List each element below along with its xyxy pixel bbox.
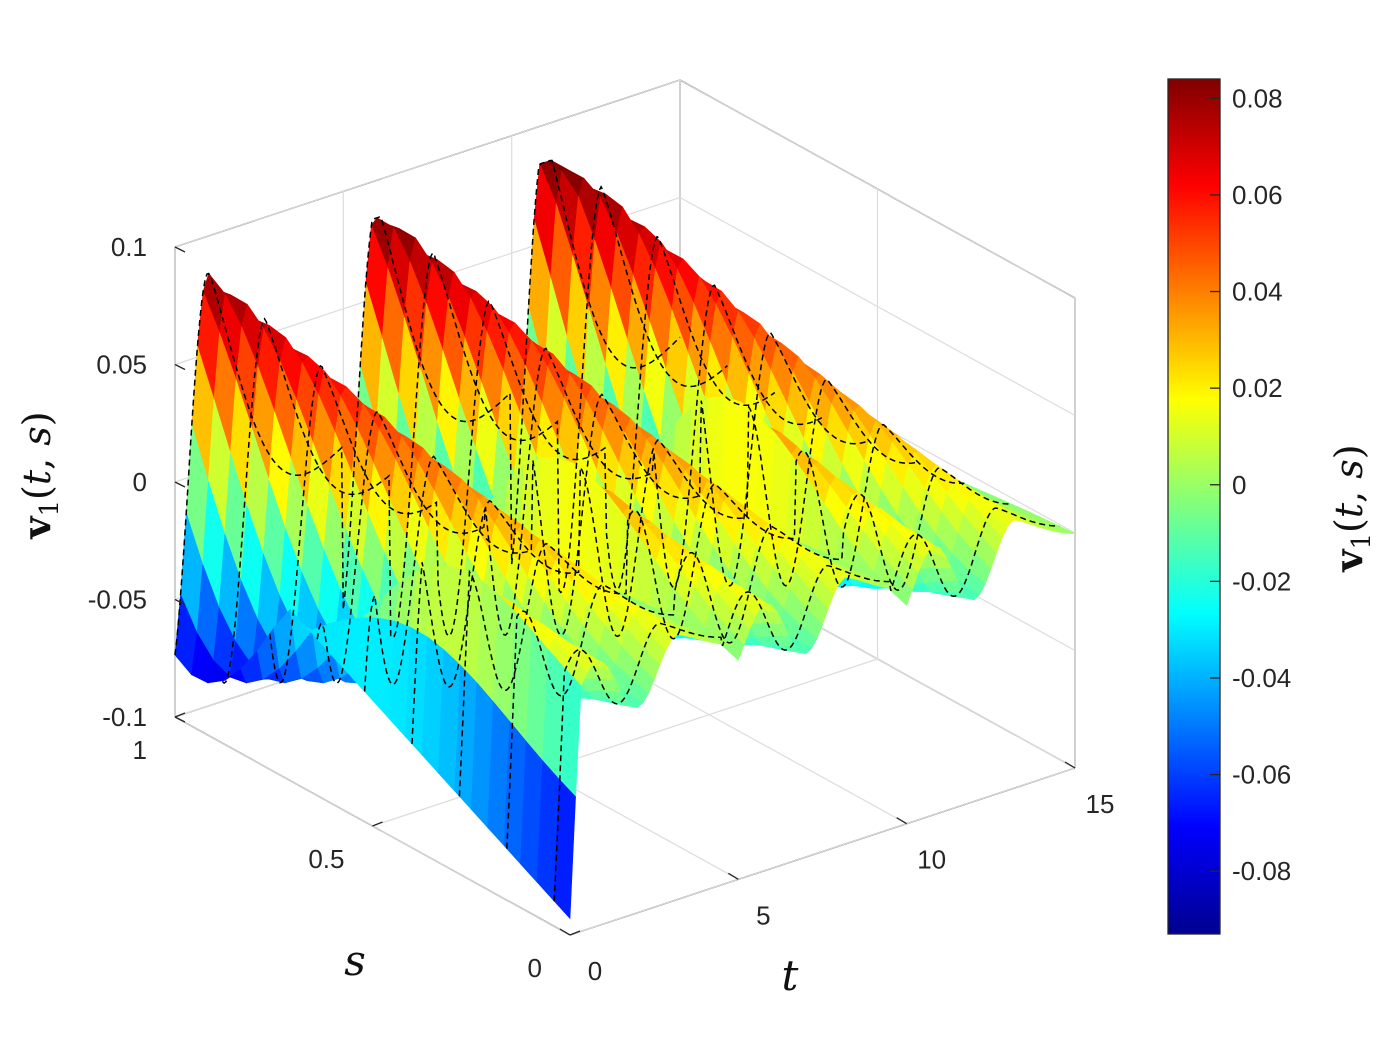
colorbar-tick-label: -0.06 <box>1232 760 1291 790</box>
y-axis-label: s <box>344 936 366 985</box>
colorbar-tick-label: 0.04 <box>1232 277 1283 307</box>
contour-line <box>221 185 728 685</box>
x-tick-label: 0 <box>588 956 602 986</box>
y-tick-mark <box>174 712 186 718</box>
z-tick-label: 0 <box>133 467 147 497</box>
colorbar-tick-label: 0.08 <box>1232 83 1283 113</box>
grid-line-z <box>174 196 1076 417</box>
z-tick-label: 0.1 <box>111 232 147 262</box>
z-tick-mark <box>174 598 186 606</box>
z-tick-mark <box>174 481 186 488</box>
z-tick-label: -0.1 <box>102 702 147 732</box>
colorbar-tick-label: -0.04 <box>1232 663 1291 693</box>
colorbar-tick-label: 0 <box>1232 470 1246 500</box>
y-tick-mark <box>569 930 581 936</box>
y-tick-label: 0 <box>528 953 542 983</box>
grid-line-s <box>372 658 878 827</box>
grid-line-z <box>174 79 1076 299</box>
contour-line <box>553 507 1060 902</box>
contour-lines <box>174 159 1060 902</box>
colorbar-label: v1(t, s) <box>1326 444 1377 572</box>
contour-line <box>458 423 965 797</box>
z-tick-mark <box>174 363 186 371</box>
y-tick-label: 1 <box>133 735 147 765</box>
colorbar-tick-label: 0.06 <box>1232 180 1283 210</box>
colorbar-tick-label: -0.02 <box>1232 566 1291 596</box>
x-tick-mark <box>896 817 908 825</box>
svg-text:v1(t, s): v1(t, s) <box>1326 444 1377 572</box>
grid-line-s <box>569 767 1076 936</box>
colorbar-ticks: 0.08 0.06 0.04 0.02 0 -0.02 -0.04 -0.06 -0.08 <box>1210 83 1291 886</box>
colorbar-tick-label: 0.02 <box>1232 373 1283 403</box>
x-tick-mark <box>559 928 571 936</box>
colorbar-tick-label: -0.08 <box>1232 856 1291 886</box>
contour-line <box>363 331 870 692</box>
x-tick-label: 15 <box>1086 789 1115 819</box>
svg-text:v1(t, s): v1(t, s) <box>14 411 65 539</box>
z-axis-label: v1(t, s) <box>14 411 65 539</box>
contour-line <box>506 466 1012 849</box>
surface <box>174 159 1076 920</box>
z-tick-mark <box>174 246 186 253</box>
x-tick-mark <box>727 872 739 880</box>
colorbar <box>1167 78 1221 935</box>
z-tick-label: -0.05 <box>88 585 147 615</box>
x-axis-label: t <box>782 951 799 1000</box>
contour-line <box>316 284 823 684</box>
axis-ticks: 0 5 10 15 0 0.5 1-0.1 -0.05 0 0.05 0.1 <box>88 232 1115 986</box>
y-tick-mark <box>372 821 383 827</box>
contour-line <box>269 235 776 684</box>
x-tick-label: 10 <box>917 845 946 875</box>
x-tick-mark <box>1064 761 1076 769</box>
x-tick-label: 5 <box>756 900 770 930</box>
contour-line <box>411 378 918 744</box>
y-tick-label: 0.5 <box>308 844 344 874</box>
z-tick-label: 0.05 <box>96 350 147 380</box>
z-tick-mark <box>174 716 186 723</box>
contour-line <box>174 159 681 656</box>
